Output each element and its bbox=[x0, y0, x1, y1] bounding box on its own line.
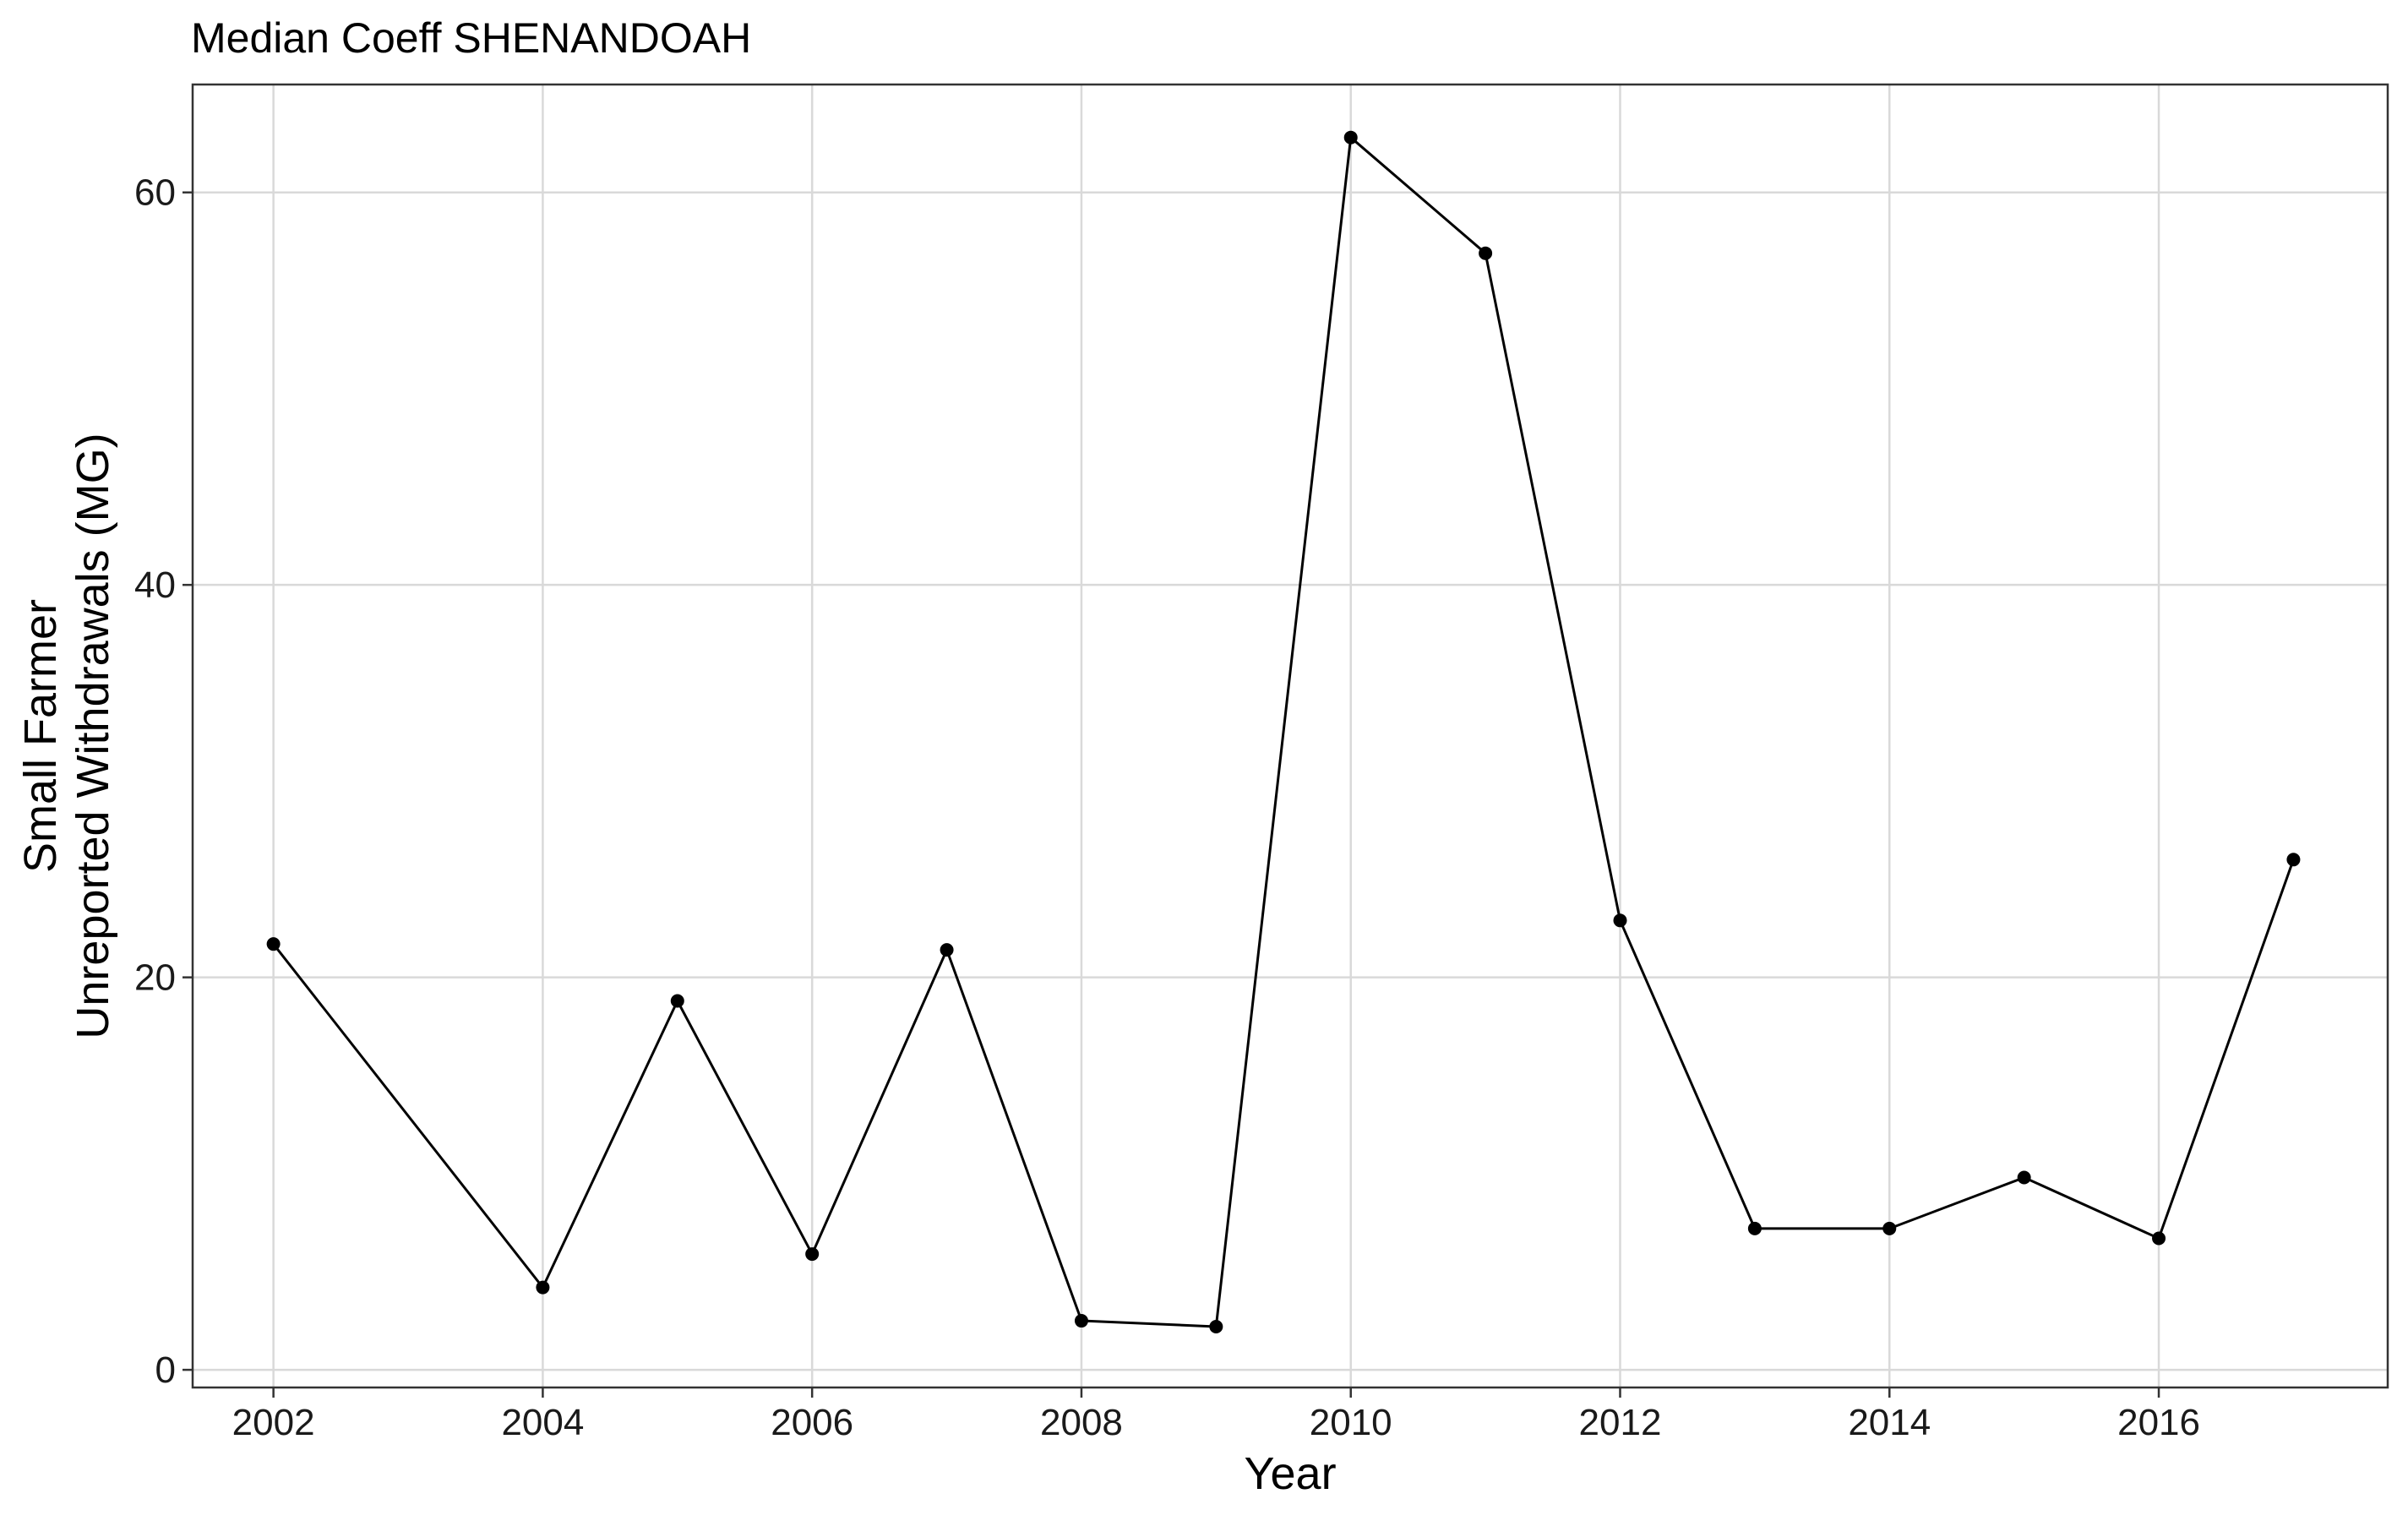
data-point-2013 bbox=[1747, 1221, 1762, 1235]
data-point-2004 bbox=[536, 1280, 550, 1295]
x-tick-label-2008: 2008 bbox=[1040, 1402, 1123, 1443]
y-axis-title-line-1: Small Farmer bbox=[15, 599, 66, 873]
grid-lines bbox=[193, 84, 2388, 1387]
x-tick-label-2014: 2014 bbox=[1848, 1402, 1931, 1443]
y-tick-label-40: 40 bbox=[134, 564, 176, 606]
x-tick-label-2004: 2004 bbox=[501, 1402, 584, 1443]
x-tick-label-2010: 2010 bbox=[1310, 1402, 1392, 1443]
data-point-2010 bbox=[1343, 130, 1358, 144]
data-point-2017 bbox=[2286, 853, 2301, 867]
y-tick-label-60: 60 bbox=[134, 172, 176, 214]
data-point-2005 bbox=[670, 994, 684, 1008]
x-tick-label-2002: 2002 bbox=[232, 1402, 315, 1443]
x-axis-title: Year bbox=[1244, 1448, 1336, 1499]
axes-layer: 2002 2004 2006 2008 2010 2012 2014 2016 0 20 40 60 bbox=[134, 172, 2200, 1443]
data-point-2014 bbox=[1882, 1221, 1897, 1235]
chart-title: Median Coeff SHENANDOAH bbox=[191, 14, 751, 62]
x-tick-label-2012: 2012 bbox=[1579, 1402, 1662, 1443]
y-tick-label-0: 0 bbox=[155, 1349, 176, 1391]
x-tick-label-2016: 2016 bbox=[2117, 1402, 2200, 1443]
y-tick-label-20: 20 bbox=[134, 957, 176, 999]
data-point-2016 bbox=[2152, 1231, 2166, 1246]
data-point-2007 bbox=[940, 943, 954, 957]
y-axis-title: Small Farmer Unreported Withdrawals (MG) bbox=[15, 433, 118, 1039]
data-point-2006 bbox=[805, 1247, 820, 1262]
data-point-2011 bbox=[1479, 246, 1493, 260]
data-point-2012 bbox=[1613, 913, 1627, 928]
panel-border bbox=[191, 83, 2389, 1389]
x-tick-label-2006: 2006 bbox=[771, 1402, 853, 1443]
data-point-2009 bbox=[1209, 1320, 1223, 1334]
data-point-2015 bbox=[2017, 1170, 2031, 1185]
y-axis-title-line-2: Unreported Withdrawals (MG) bbox=[68, 433, 118, 1039]
data-point-2002 bbox=[266, 937, 281, 951]
series-layer bbox=[266, 130, 2301, 1334]
data-point-2008 bbox=[1074, 1314, 1088, 1328]
